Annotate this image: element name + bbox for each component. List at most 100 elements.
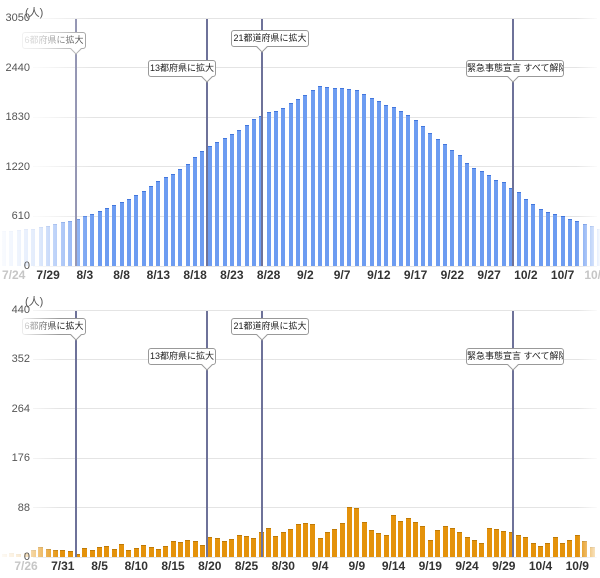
x-axis-tick-label: 10/7 — [550, 268, 575, 282]
bar-severe-cases — [112, 205, 117, 266]
fade-overlay-left — [0, 310, 60, 558]
event-annotation-label: 緊急事態宣言 すべて解除 — [467, 351, 563, 361]
bar-severe-cases — [494, 180, 499, 266]
bar-deaths — [163, 546, 169, 557]
bar-deaths — [405, 518, 411, 557]
bar-deaths — [471, 540, 477, 557]
gridline — [33, 309, 597, 311]
bar-deaths — [354, 508, 360, 557]
y-axis-tick-label: 176 — [11, 452, 30, 465]
event-annotation-label: 21都道府県に拡大 — [233, 33, 307, 43]
bar-deaths — [126, 550, 132, 557]
bar-severe-cases — [178, 169, 183, 266]
bar-deaths — [479, 543, 485, 557]
gridline — [33, 67, 597, 69]
bar-severe-cases — [90, 214, 95, 266]
y-axis-tick-label: 264 — [11, 402, 30, 415]
x-axis-tick-label: 9/17 — [403, 268, 428, 282]
event-marker-line — [512, 311, 514, 557]
bar-severe-cases — [53, 224, 58, 266]
bar-deaths — [302, 523, 308, 557]
bar-severe-cases — [428, 133, 433, 266]
bar-deaths — [104, 546, 110, 557]
bar-severe-cases — [296, 99, 300, 266]
bar-severe-cases — [362, 94, 367, 266]
bar-severe-cases — [450, 150, 455, 266]
y-axis-unit-label: (人) — [25, 7, 44, 19]
bar-deaths — [214, 538, 220, 557]
bar-severe-cases — [465, 163, 470, 266]
bar-deaths — [442, 526, 448, 557]
bar-deaths — [133, 548, 139, 557]
bar-deaths — [538, 546, 544, 557]
bar-deaths — [324, 532, 330, 557]
bar-severe-cases — [406, 115, 411, 266]
bar-severe-cases — [82, 216, 87, 266]
x-axis-tick-label: 9/2 — [297, 268, 314, 282]
x-axis-tick-label: 9/19 — [418, 559, 442, 573]
bar-severe-cases — [38, 227, 43, 266]
bar-severe-cases — [163, 177, 168, 266]
bar-deaths — [207, 537, 213, 557]
bar-deaths — [361, 522, 367, 557]
bar-deaths — [552, 537, 558, 557]
bar-deaths — [464, 537, 470, 557]
event-annotation-label: 13都府県に拡大 — [149, 351, 214, 361]
bar-deaths — [111, 549, 117, 557]
bar-severe-cases — [487, 175, 492, 266]
event-annotation-box: 21都道府県に拡大 — [231, 30, 309, 53]
bar-deaths — [288, 529, 294, 557]
bar-deaths — [273, 536, 279, 557]
bar-severe-cases — [318, 86, 323, 266]
x-axis-tick-label: 8/28 — [256, 268, 281, 282]
bar-deaths — [317, 538, 323, 557]
gridline — [33, 166, 597, 168]
event-annotation-label: 21都道府県に拡大 — [233, 321, 307, 331]
x-axis-tick-label: 9/4 — [311, 559, 329, 573]
bar-deaths — [60, 550, 66, 557]
bar-severe-cases — [567, 219, 572, 266]
bar-deaths — [486, 528, 492, 557]
event-annotation-label: 緊急事態宣言 すべて解除 — [467, 63, 563, 73]
bar-severe-cases — [68, 221, 73, 266]
bar-severe-cases — [509, 188, 514, 266]
bar-severe-cases — [200, 151, 205, 266]
bar-deaths — [82, 548, 88, 557]
bar-deaths — [516, 535, 521, 557]
bar-severe-cases — [582, 224, 587, 266]
bar-deaths — [251, 538, 257, 557]
bar-deaths — [501, 531, 507, 557]
bar-deaths — [457, 532, 463, 557]
x-axis-tick-label: 8/10 — [124, 559, 148, 573]
bar-deaths — [310, 524, 316, 557]
bar-deaths — [75, 554, 80, 557]
event-marker-line — [261, 19, 263, 266]
x-axis-tick-label: 8/3 — [76, 268, 94, 282]
event-annotation-box: 13都府県に拡大 — [148, 60, 216, 83]
event-marker-line — [512, 19, 514, 266]
x-axis-tick-label: 8/8 — [113, 268, 130, 282]
x-axis-tick-label: 9/27 — [477, 268, 501, 282]
x-axis-tick-label: 9/12 — [367, 268, 391, 282]
bar-deaths — [177, 542, 183, 557]
event-marker-line — [206, 311, 208, 557]
event-marker-line — [261, 311, 263, 557]
bar-severe-cases — [273, 111, 278, 266]
bar-severe-cases — [560, 216, 565, 266]
x-axis-tick-label: 8/30 — [271, 559, 295, 573]
x-axis-tick-label: 8/20 — [198, 559, 222, 573]
bar-deaths — [119, 544, 125, 557]
event-annotation-box: 6都府県に拡大 — [22, 32, 86, 55]
y-axis-tick-label: 88 — [17, 501, 30, 514]
bar-deaths — [141, 545, 147, 557]
bar-severe-cases — [332, 88, 337, 266]
x-axis-tick-label: 7/29 — [36, 268, 60, 282]
x-axis-tick-label: 7/24 — [2, 268, 26, 282]
event-annotation-box: 6都府県に拡大 — [22, 318, 86, 341]
bar-severe-cases — [501, 182, 506, 266]
y-axis-tick-label: 352 — [11, 353, 30, 366]
gridline — [33, 358, 597, 360]
bar-deaths — [280, 532, 286, 557]
